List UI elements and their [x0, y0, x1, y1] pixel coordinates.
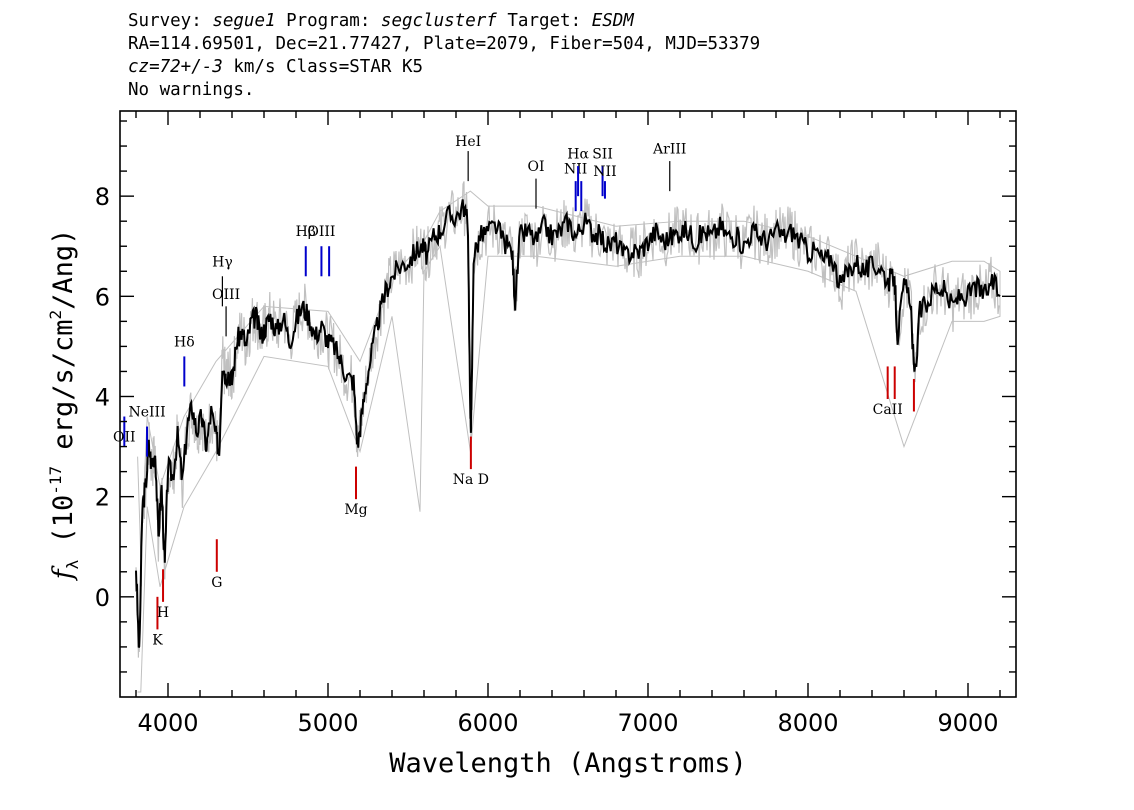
y-axis-title: fλ (10-17 erg/s/cm2/Ang) — [46, 229, 82, 582]
x-tick-label-4: 8000 — [777, 709, 838, 737]
line-label-13: SII — [592, 147, 613, 163]
axis-tick-labels: 4000 5000 6000 7000 8000 9000 0 2 4 6 8 — [95, 183, 999, 737]
line-label-1: NeIII — [128, 405, 165, 421]
program-label: Program: — [286, 11, 371, 31]
line-label-19: Mg — [344, 502, 367, 518]
line-label-4: OIII — [212, 287, 240, 303]
line-label-21: CaII — [873, 402, 903, 418]
x-tick-label-0: 4000 — [137, 709, 198, 737]
y-axis-paren: (10 — [48, 495, 79, 560]
line-label-5: Hβ — [296, 224, 316, 240]
x-tick-label-1: 5000 — [297, 709, 358, 737]
header-line-4: No warnings. — [128, 80, 255, 100]
line-label-17: H — [157, 605, 169, 621]
header-line-2: RA=114.69501, Dec=21.77427, Plate=2079, … — [128, 34, 761, 54]
header-line-1: Survey: segue1 Program: segclusterf Targ… — [128, 10, 760, 33]
header-line-3: cz=72+/-3 km/s Class=STAR K5 — [128, 56, 760, 79]
y-tick-label-3: 6 — [95, 283, 110, 311]
y-axis-unit-end: /Ang) — [48, 229, 79, 310]
y-tick-label-2: 4 — [95, 383, 110, 411]
line-label-15: ArIII — [652, 142, 686, 158]
survey-value: segue1 — [212, 11, 276, 31]
y-axis-exponent-1: -17 — [46, 466, 65, 495]
line-label-9: OI — [527, 159, 544, 175]
line-label-18: G — [211, 575, 222, 591]
line-label-2: Hδ — [174, 334, 195, 350]
x-tick-label-2: 6000 — [457, 709, 518, 737]
error-band — [135, 181, 1001, 693]
spectrum-series — [135, 199, 1001, 648]
error-noise — [135, 181, 1000, 658]
x-axis-title: Wavelength (Angstroms) — [389, 748, 747, 779]
line-label-8: HeI — [455, 134, 481, 150]
x-tick-label-3: 7000 — [617, 709, 678, 737]
spectrum-line — [135, 199, 1001, 648]
y-axis-exponent-2: 2 — [46, 310, 65, 320]
target-value: ESDM — [591, 11, 634, 31]
line-label-0: OII — [113, 430, 136, 446]
line-label-11: Hα — [567, 147, 589, 163]
y-tick-label-1: 2 — [95, 484, 110, 512]
line-label-3: Hγ — [212, 254, 233, 270]
spectrum-header: Survey: segue1 Program: segclusterf Targ… — [128, 10, 760, 102]
y-axis-subscript: λ — [63, 559, 82, 569]
target-label: Target: — [507, 11, 582, 31]
program-value: segclusterf — [380, 11, 497, 31]
line-label-16: K — [152, 632, 163, 648]
line-label-20: Na D — [453, 472, 489, 488]
line-label-14: NII — [593, 164, 616, 180]
redshift-value: cz=72+/-3 — [128, 57, 223, 77]
x-tick-label-5: 9000 — [937, 709, 998, 737]
class-text: km/s Class=STAR K5 — [222, 57, 424, 77]
error-envelope — [137, 190, 1001, 693]
plot-frame — [119, 110, 1017, 698]
line-label-10: NII — [564, 162, 587, 178]
line-label-6: OIII — [307, 224, 335, 240]
axis-ticks — [120, 111, 1016, 697]
survey-label: Survey: — [128, 11, 202, 31]
y-tick-label-0: 0 — [95, 584, 110, 612]
y-tick-label-4: 8 — [95, 183, 110, 211]
y-axis-unit-mid: erg/s/cm — [48, 320, 79, 466]
